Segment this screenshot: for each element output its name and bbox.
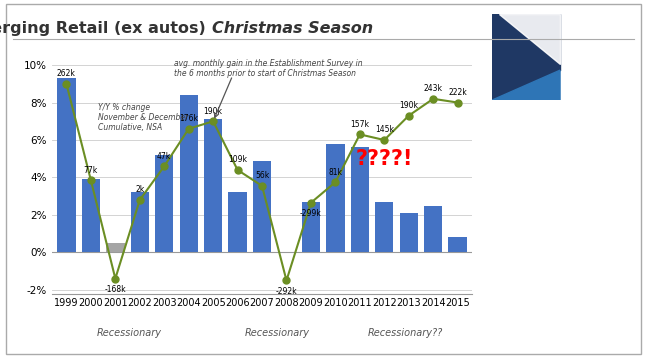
Text: 243k: 243k (424, 84, 443, 93)
Text: Recessionary??: Recessionary?? (367, 328, 443, 338)
Bar (400, 213, 418, 252)
Text: avg. monthly gain in the Establishment Survey in
the 6 months prior to start of : avg. monthly gain in the Establishment S… (174, 59, 362, 78)
Bar (375, 202, 393, 252)
Text: 157k: 157k (350, 120, 369, 129)
Text: 262k: 262k (57, 69, 76, 78)
Bar (302, 202, 320, 252)
Text: Diverging Retail (ex autos): Diverging Retail (ex autos) (0, 21, 212, 37)
Text: Recessionary: Recessionary (97, 328, 162, 338)
Polygon shape (499, 14, 560, 64)
Bar (204, 120, 223, 252)
Text: 77k: 77k (83, 166, 98, 175)
Bar (228, 193, 247, 252)
Bar (131, 193, 149, 252)
Bar (448, 237, 466, 252)
Text: 2k: 2k (135, 185, 144, 194)
Bar (253, 161, 271, 252)
Text: 222k: 222k (448, 88, 467, 97)
Bar (424, 205, 443, 252)
Polygon shape (492, 14, 560, 100)
Text: Alhambra
Investment
Partners: Alhambra Investment Partners (565, 27, 624, 61)
Bar (179, 95, 198, 252)
Text: 56k: 56k (255, 171, 269, 180)
Text: 81k: 81k (329, 168, 342, 176)
Text: 109k: 109k (228, 155, 247, 164)
Text: -168k: -168k (105, 285, 126, 294)
Bar (106, 243, 124, 252)
Bar (82, 179, 100, 252)
Bar (58, 78, 76, 252)
Text: 190k: 190k (204, 107, 223, 116)
Text: 145k: 145k (375, 125, 394, 134)
Text: -299k: -299k (300, 209, 322, 218)
Text: Recessionary: Recessionary (245, 328, 309, 338)
Text: -292k: -292k (276, 287, 298, 296)
Text: Christmas Season: Christmas Season (212, 21, 373, 37)
Text: 190k: 190k (399, 101, 418, 110)
Bar (155, 155, 173, 252)
Bar (326, 144, 345, 252)
Text: 47k: 47k (157, 151, 171, 161)
Text: ????!: ????! (356, 149, 413, 169)
Bar (351, 147, 369, 252)
Polygon shape (492, 70, 560, 100)
Text: 176k: 176k (179, 114, 198, 123)
Text: Y/Y % change
November & December
Cumulative, NSA: Y/Y % change November & December Cumulat… (98, 102, 188, 132)
